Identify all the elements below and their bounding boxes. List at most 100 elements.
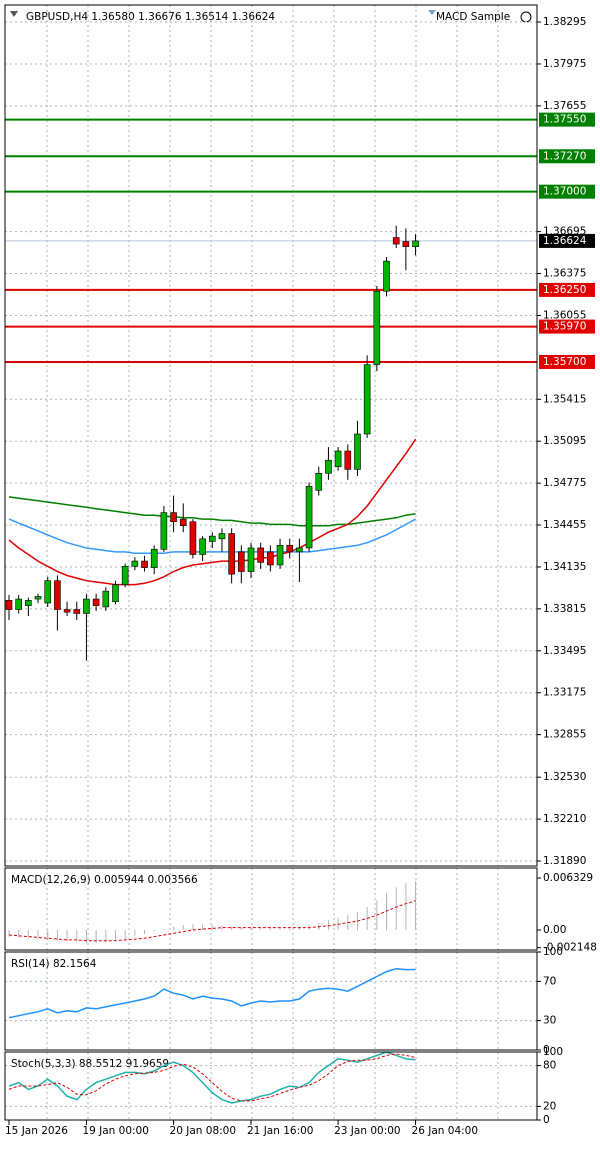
candle-body	[179, 518, 187, 526]
y-tick-label: 1.33815	[543, 603, 586, 615]
y-tick-label: 0.00	[543, 924, 566, 936]
candle-body	[286, 545, 294, 553]
candle-body	[296, 547, 303, 553]
menu-arrow	[10, 11, 18, 17]
y-tick-label: 1.36375	[543, 268, 586, 280]
series-line	[8, 518, 416, 554]
candle-body	[5, 600, 13, 610]
candle-body	[257, 547, 264, 563]
candle-body	[199, 538, 206, 555]
x-tick-label: 23 Jan 00:00	[334, 1125, 400, 1137]
candle-body	[189, 521, 197, 555]
candle-body	[238, 551, 245, 572]
y-tick-label: 70	[543, 975, 556, 987]
candle-body	[160, 512, 168, 550]
candle-body	[228, 533, 235, 575]
x-tick-label: 15 Jan 2026	[5, 1125, 68, 1137]
candle-body	[412, 240, 419, 247]
candle-body	[131, 560, 139, 567]
candle-body	[325, 459, 332, 474]
level-box	[539, 354, 595, 369]
y-tick-label: 1.37655	[543, 100, 586, 112]
candle-body	[363, 364, 371, 435]
candle-body	[247, 547, 255, 572]
candle-body	[344, 450, 352, 470]
y-tick-label: 1.32210	[543, 813, 586, 825]
candle-body	[25, 600, 32, 606]
y-tick-label: 80	[543, 1060, 556, 1072]
candle-body	[83, 598, 90, 614]
panel-title: RSI(14) 82.1564	[11, 958, 97, 970]
candle-body	[121, 565, 129, 585]
candle-body	[44, 580, 52, 604]
series-line	[8, 900, 416, 942]
candle-body	[54, 580, 61, 610]
y-tick-label: 1.34775	[543, 477, 586, 489]
candle-body	[112, 584, 119, 602]
panel-frame	[4, 951, 538, 1051]
y-tick-label: 1.31890	[543, 855, 586, 867]
chart-title: GBPUSD,H4 1.36580 1.36676 1.36514 1.3662…	[26, 11, 275, 23]
candle-body	[315, 472, 323, 491]
candle-body	[102, 590, 110, 608]
candle-body	[73, 609, 81, 614]
level-box	[539, 112, 595, 127]
candle-body	[392, 237, 400, 245]
y-tick-label: 20	[543, 1100, 556, 1112]
y-tick-label: 1.38295	[543, 16, 586, 28]
candle-body	[305, 486, 313, 549]
y-tick-label: 1.37975	[543, 58, 586, 70]
current-price-label: 1.36624	[543, 235, 587, 247]
candle-body	[373, 290, 381, 365]
y-tick-label: 100	[543, 1046, 563, 1058]
candle-body	[170, 512, 177, 523]
panel-title: MACD(12,26,9) 0.005944 0.003566	[11, 874, 198, 886]
y-tick-label: 1.36055	[543, 309, 586, 321]
series-line	[8, 1053, 416, 1102]
candle-body	[334, 450, 342, 468]
expert-label: MACD Sample	[436, 11, 510, 23]
candle-body	[141, 560, 148, 568]
y-tick-label: 100	[543, 946, 563, 958]
y-tick-label: 1.33175	[543, 687, 586, 699]
candle-body	[92, 598, 100, 606]
y-tick-label: 30	[543, 1015, 556, 1027]
y-tick-label: 0	[543, 1044, 550, 1056]
y-tick-label: 1.32855	[543, 729, 586, 741]
level-label: 1.36250	[543, 284, 586, 296]
panel-title: Stoch(5,3,3) 88.5512 91.9659	[11, 1058, 169, 1070]
scroll-marker	[428, 10, 436, 15]
x-tick-label: 26 Jan 04:00	[412, 1125, 478, 1137]
level-box	[539, 319, 595, 334]
candle-body	[402, 241, 410, 247]
level-label: 1.35700	[543, 356, 586, 368]
y-tick-label: 0.006329	[543, 872, 593, 884]
candle-body	[354, 433, 361, 470]
candle-body	[276, 545, 284, 566]
level-box	[539, 184, 595, 199]
candle-body	[208, 535, 216, 542]
candle-body	[63, 609, 71, 613]
x-tick-label: 21 Jan 16:00	[247, 1125, 313, 1137]
candle-body	[383, 260, 390, 292]
level-label: 1.35970	[543, 321, 586, 333]
candle-body	[150, 548, 158, 568]
panel-frame	[4, 4, 538, 867]
level-box	[539, 149, 595, 164]
level-label: 1.37550	[543, 114, 586, 126]
level-box	[539, 282, 595, 297]
current-price-box	[539, 233, 595, 248]
y-tick-label: 1.35095	[543, 435, 586, 447]
series-line	[8, 438, 417, 586]
series-line	[8, 1051, 416, 1104]
y-tick-label: 1.35415	[543, 393, 586, 405]
level-label: 1.37270	[543, 150, 586, 162]
y-tick-label: 0	[543, 1114, 550, 1126]
panel-frame	[4, 867, 538, 951]
level-label: 1.37000	[543, 186, 586, 198]
candle-body	[15, 598, 22, 610]
y-tick-label: -0.002148	[543, 942, 597, 954]
candle-body	[267, 551, 274, 566]
